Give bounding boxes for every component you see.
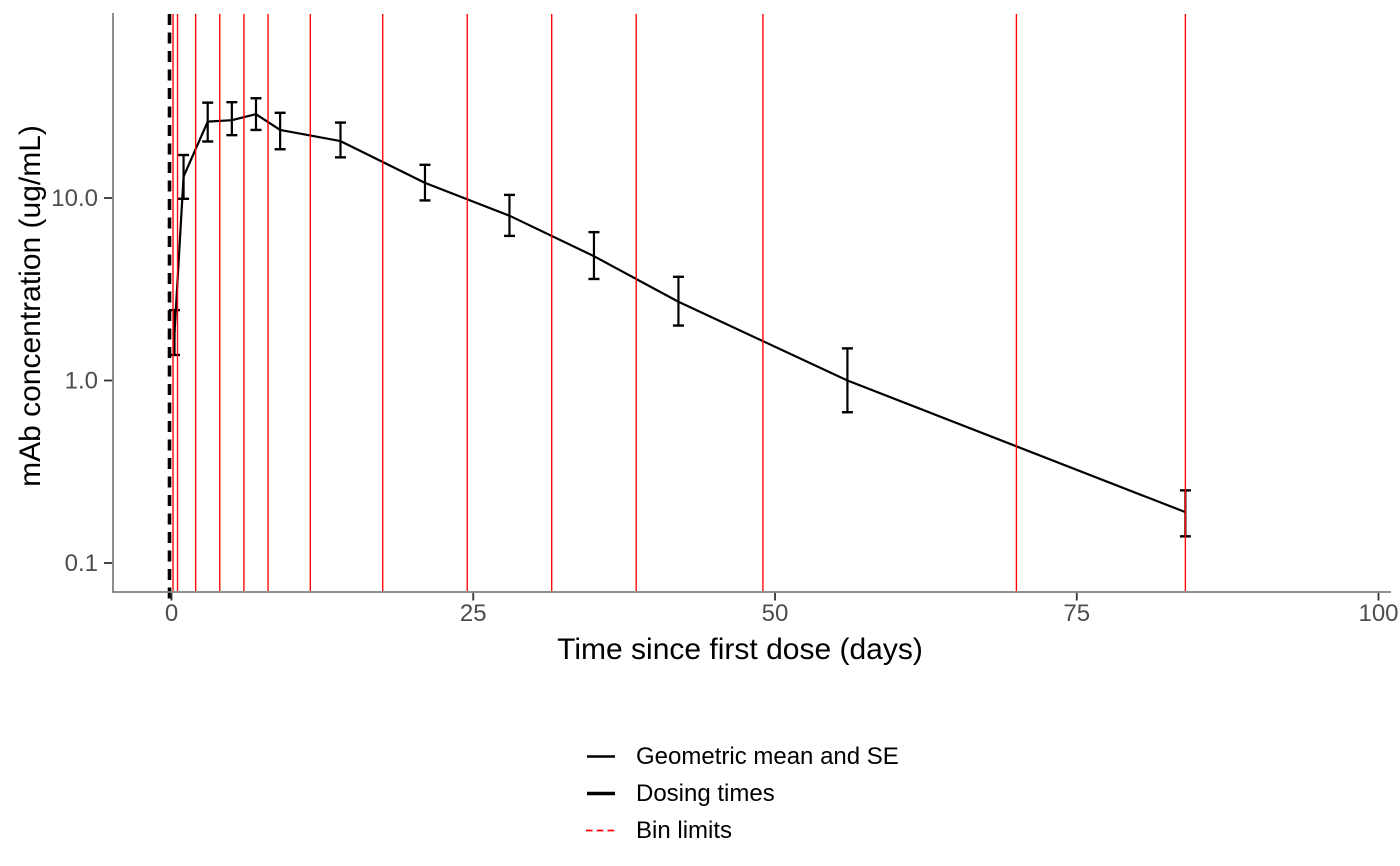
x-tick-label: 0 <box>165 600 178 627</box>
legend-item-geometric-mean: Geometric mean and SE <box>586 742 899 771</box>
solid-thin-line-icon <box>587 755 615 758</box>
geometric-mean-line <box>173 113 1186 514</box>
x-tick-label: 50 <box>762 600 789 627</box>
y-axis-title: mAb concentration (ug/mL) <box>14 125 47 487</box>
y-tick-label: 1.0 <box>65 368 98 395</box>
y-tick-label: 0.1 <box>65 550 98 577</box>
red-dashed-line-icon <box>586 829 616 832</box>
legend-label-geometric-mean: Geometric mean and SE <box>636 742 899 770</box>
solid-thick-line-icon <box>587 791 615 796</box>
pk-chart-canvas: 0 25 50 75 100 0.1 1.0 10.0 <box>51 13 1399 627</box>
legend-item-bin-limits: Bin limits <box>586 816 899 845</box>
y-tick-label: 10.0 <box>51 185 98 212</box>
legend-label-dosing-times: Dosing times <box>636 779 775 807</box>
x-tick-label: 100 <box>1358 600 1398 627</box>
x-tick-label: 25 <box>460 600 487 627</box>
legend-item-dosing-times: Dosing times <box>586 779 899 808</box>
x-axis-title: Time since first dose (days) <box>557 633 923 666</box>
legend-label-bin-limits: Bin limits <box>636 816 733 844</box>
legend: Geometric mean and SE Dosing times Bin l… <box>586 742 899 845</box>
x-tick-label: 75 <box>1063 600 1090 627</box>
